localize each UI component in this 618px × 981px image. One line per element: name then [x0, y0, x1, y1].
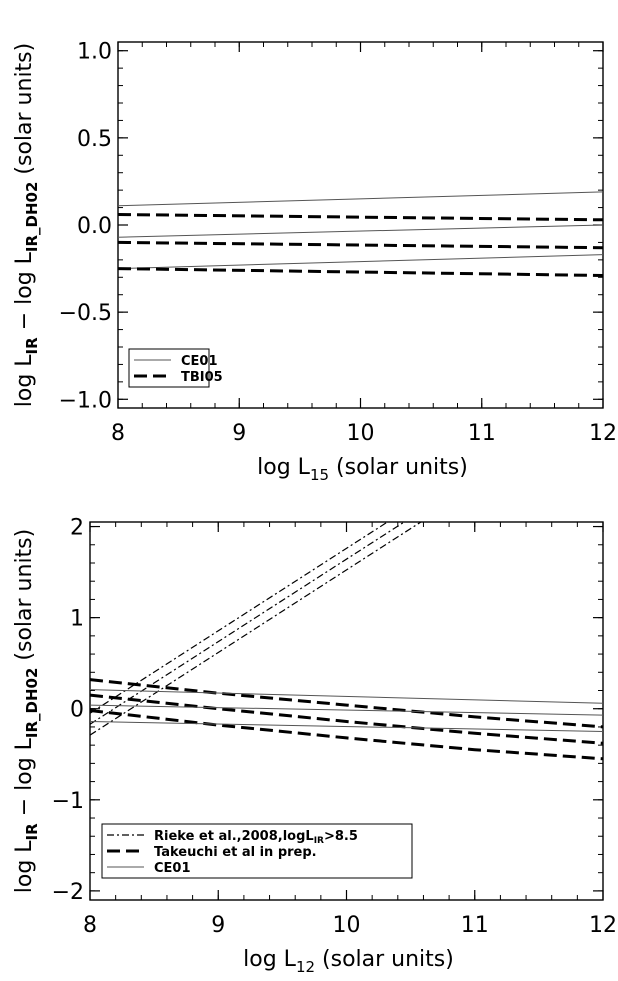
y-tick-label: −1 — [52, 789, 84, 814]
series-line — [90, 709, 603, 761]
x-tick-label: 9 — [211, 913, 225, 938]
legend-label: Rieke et al.,2008,logLIR>8.5 — [154, 829, 358, 846]
series-line — [90, 689, 603, 704]
y-tick-label: 0.5 — [77, 127, 112, 152]
series-line — [90, 678, 603, 729]
y-tick-label: 2 — [70, 516, 84, 541]
legend-label: CE01 — [181, 354, 218, 369]
y-axis-title: log LIR − log LIR_DH02 (solar units) — [12, 529, 41, 893]
series-line — [118, 254, 603, 270]
panel-top: 8 9 10 11 12 −1.0 −0.5 0.0 0.5 1.0 log L15 (solar … — [12, 40, 617, 484]
x-tick-label: 10 — [333, 913, 361, 938]
series-line — [90, 704, 603, 716]
x-tick-label: 9 — [232, 421, 246, 446]
y-tick-label: 1.0 — [77, 40, 112, 65]
x-tick-label: 11 — [461, 913, 489, 938]
series-line — [90, 522, 388, 714]
y-tick-label: −0.5 — [59, 301, 112, 326]
x-axis-title: log L15 (solar units) — [257, 455, 468, 484]
series-line — [90, 693, 603, 745]
series-line — [118, 224, 603, 238]
series-line — [90, 721, 603, 732]
series-line — [118, 213, 603, 222]
y-tick-label: 0.0 — [77, 214, 112, 239]
series-line — [118, 191, 603, 207]
legend-box — [128, 348, 210, 388]
x-tick-label: 10 — [347, 421, 375, 446]
y-tick-label: −2 — [52, 880, 84, 905]
x-tick-label: 12 — [589, 913, 617, 938]
x-tick-label: 12 — [589, 421, 617, 446]
legend-label: Takeuchi et al in prep. — [154, 845, 317, 860]
legend-label: CE01 — [154, 861, 191, 876]
legend-label: TBI05 — [181, 370, 223, 385]
x-tick-label: 11 — [468, 421, 496, 446]
x-tick-label: 8 — [111, 421, 125, 446]
x-axis-title: log L12 (solar units) — [243, 947, 454, 976]
x-tick-label: 8 — [83, 913, 97, 938]
legend-box — [101, 823, 413, 879]
y-tick-label: 1 — [70, 607, 84, 632]
y-axis-title: log LIR − log LIR_DH02 (solar units) — [12, 43, 41, 407]
y-tick-label: 0 — [70, 698, 84, 723]
series-line — [118, 267, 603, 277]
series-line — [118, 240, 603, 250]
y-tick-label: −1.0 — [59, 388, 112, 413]
series-line — [90, 522, 422, 736]
